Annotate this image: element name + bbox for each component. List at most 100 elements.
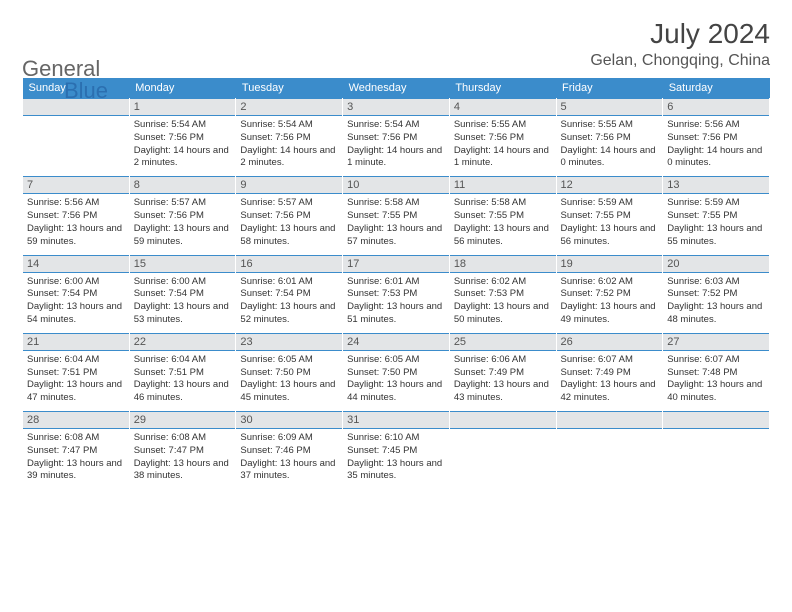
day-number: 11	[450, 176, 556, 194]
day-number: 8	[130, 176, 236, 194]
day-number	[663, 411, 769, 429]
calendar-cell: 18Sunrise: 6:02 AMSunset: 7:53 PMDayligh…	[449, 255, 556, 333]
month-title: July 2024	[590, 18, 770, 50]
day-number: 22	[130, 333, 236, 351]
day-number: 13	[663, 176, 769, 194]
calendar-cell	[23, 98, 130, 176]
day-number: 7	[23, 176, 129, 194]
day-number: 17	[343, 255, 449, 273]
calendar-cell: 8Sunrise: 5:57 AMSunset: 7:56 PMDaylight…	[129, 176, 236, 254]
day-number: 28	[23, 411, 129, 429]
day-number: 26	[557, 333, 663, 351]
calendar-cell: 23Sunrise: 6:05 AMSunset: 7:50 PMDayligh…	[236, 333, 343, 411]
day-details: Sunrise: 6:00 AMSunset: 7:54 PMDaylight:…	[23, 273, 129, 333]
day-number: 2	[236, 98, 342, 116]
calendar-cell: 12Sunrise: 5:59 AMSunset: 7:55 PMDayligh…	[556, 176, 663, 254]
day-number: 24	[343, 333, 449, 351]
calendar-cell: 22Sunrise: 6:04 AMSunset: 7:51 PMDayligh…	[129, 333, 236, 411]
day-details: Sunrise: 5:57 AMSunset: 7:56 PMDaylight:…	[236, 194, 342, 254]
day-number: 27	[663, 333, 769, 351]
calendar-cell: 31Sunrise: 6:10 AMSunset: 7:45 PMDayligh…	[343, 411, 450, 489]
calendar-cell: 11Sunrise: 5:58 AMSunset: 7:55 PMDayligh…	[449, 176, 556, 254]
calendar-cell: 1Sunrise: 5:54 AMSunset: 7:56 PMDaylight…	[129, 98, 236, 176]
weekday-header: Monday	[129, 78, 236, 98]
calendar-cell: 20Sunrise: 6:03 AMSunset: 7:52 PMDayligh…	[663, 255, 770, 333]
day-details: Sunrise: 6:03 AMSunset: 7:52 PMDaylight:…	[663, 273, 769, 333]
day-details: Sunrise: 6:09 AMSunset: 7:46 PMDaylight:…	[236, 429, 342, 489]
calendar-cell	[663, 411, 770, 489]
day-details: Sunrise: 5:57 AMSunset: 7:56 PMDaylight:…	[130, 194, 236, 254]
calendar-cell: 10Sunrise: 5:58 AMSunset: 7:55 PMDayligh…	[343, 176, 450, 254]
day-number: 12	[557, 176, 663, 194]
day-details: Sunrise: 5:56 AMSunset: 7:56 PMDaylight:…	[663, 116, 769, 176]
calendar-cell: 2Sunrise: 5:54 AMSunset: 7:56 PMDaylight…	[236, 98, 343, 176]
day-number: 30	[236, 411, 342, 429]
location: Gelan, Chongqing, China	[590, 52, 770, 70]
day-number: 14	[23, 255, 129, 273]
calendar-cell: 13Sunrise: 5:59 AMSunset: 7:55 PMDayligh…	[663, 176, 770, 254]
day-details: Sunrise: 5:59 AMSunset: 7:55 PMDaylight:…	[557, 194, 663, 254]
day-number: 16	[236, 255, 342, 273]
calendar-cell: 26Sunrise: 6:07 AMSunset: 7:49 PMDayligh…	[556, 333, 663, 411]
day-details: Sunrise: 6:07 AMSunset: 7:49 PMDaylight:…	[557, 351, 663, 411]
day-details: Sunrise: 6:06 AMSunset: 7:49 PMDaylight:…	[450, 351, 556, 411]
logo-w2: Blue	[64, 78, 108, 104]
day-details: Sunrise: 5:54 AMSunset: 7:56 PMDaylight:…	[236, 116, 342, 176]
day-details: Sunrise: 5:58 AMSunset: 7:55 PMDaylight:…	[450, 194, 556, 254]
calendar-cell: 15Sunrise: 6:00 AMSunset: 7:54 PMDayligh…	[129, 255, 236, 333]
weekday-header: Thursday	[449, 78, 556, 98]
weekday-header: Saturday	[663, 78, 770, 98]
weekday-header: Friday	[556, 78, 663, 98]
day-number: 23	[236, 333, 342, 351]
day-number: 18	[450, 255, 556, 273]
calendar-cell: 28Sunrise: 6:08 AMSunset: 7:47 PMDayligh…	[23, 411, 130, 489]
calendar-cell: 4Sunrise: 5:55 AMSunset: 7:56 PMDaylight…	[449, 98, 556, 176]
calendar-cell: 29Sunrise: 6:08 AMSunset: 7:47 PMDayligh…	[129, 411, 236, 489]
calendar-cell: 24Sunrise: 6:05 AMSunset: 7:50 PMDayligh…	[343, 333, 450, 411]
day-number: 1	[130, 98, 236, 116]
day-details: Sunrise: 5:54 AMSunset: 7:56 PMDaylight:…	[130, 116, 236, 176]
day-details: Sunrise: 5:58 AMSunset: 7:55 PMDaylight:…	[343, 194, 449, 254]
day-details: Sunrise: 6:08 AMSunset: 7:47 PMDaylight:…	[23, 429, 129, 489]
day-number: 15	[130, 255, 236, 273]
calendar-cell	[556, 411, 663, 489]
day-number: 25	[450, 333, 556, 351]
day-number: 31	[343, 411, 449, 429]
day-number: 4	[450, 98, 556, 116]
day-details: Sunrise: 5:55 AMSunset: 7:56 PMDaylight:…	[557, 116, 663, 176]
day-details	[557, 429, 663, 487]
day-number: 5	[557, 98, 663, 116]
calendar-cell: 30Sunrise: 6:09 AMSunset: 7:46 PMDayligh…	[236, 411, 343, 489]
day-details: Sunrise: 6:05 AMSunset: 7:50 PMDaylight:…	[343, 351, 449, 411]
day-number: 21	[23, 333, 129, 351]
day-number: 19	[557, 255, 663, 273]
day-details	[23, 116, 129, 174]
header: General July 2024 Gelan, Chongqing, Chin…	[22, 18, 770, 70]
calendar-cell: 6Sunrise: 5:56 AMSunset: 7:56 PMDaylight…	[663, 98, 770, 176]
day-number: 20	[663, 255, 769, 273]
day-details: Sunrise: 5:54 AMSunset: 7:56 PMDaylight:…	[343, 116, 449, 176]
day-details: Sunrise: 6:10 AMSunset: 7:45 PMDaylight:…	[343, 429, 449, 489]
day-number: 29	[130, 411, 236, 429]
day-details: Sunrise: 6:04 AMSunset: 7:51 PMDaylight:…	[130, 351, 236, 411]
calendar-cell: 25Sunrise: 6:06 AMSunset: 7:49 PMDayligh…	[449, 333, 556, 411]
day-number: 6	[663, 98, 769, 116]
calendar-cell: 3Sunrise: 5:54 AMSunset: 7:56 PMDaylight…	[343, 98, 450, 176]
calendar-table: SundayMondayTuesdayWednesdayThursdayFrid…	[22, 78, 770, 489]
day-details	[663, 429, 769, 487]
day-details: Sunrise: 5:56 AMSunset: 7:56 PMDaylight:…	[23, 194, 129, 254]
weekday-header: Wednesday	[343, 78, 450, 98]
day-number: 3	[343, 98, 449, 116]
day-details: Sunrise: 6:02 AMSunset: 7:52 PMDaylight:…	[557, 273, 663, 333]
day-details	[450, 429, 556, 487]
calendar-cell: 7Sunrise: 5:56 AMSunset: 7:56 PMDaylight…	[23, 176, 130, 254]
calendar-cell: 16Sunrise: 6:01 AMSunset: 7:54 PMDayligh…	[236, 255, 343, 333]
day-details: Sunrise: 6:02 AMSunset: 7:53 PMDaylight:…	[450, 273, 556, 333]
calendar-cell: 27Sunrise: 6:07 AMSunset: 7:48 PMDayligh…	[663, 333, 770, 411]
day-number	[557, 411, 663, 429]
day-details: Sunrise: 5:59 AMSunset: 7:55 PMDaylight:…	[663, 194, 769, 254]
calendar-cell: 14Sunrise: 6:00 AMSunset: 7:54 PMDayligh…	[23, 255, 130, 333]
weekday-header: Tuesday	[236, 78, 343, 98]
calendar-cell: 5Sunrise: 5:55 AMSunset: 7:56 PMDaylight…	[556, 98, 663, 176]
day-details: Sunrise: 6:01 AMSunset: 7:54 PMDaylight:…	[236, 273, 342, 333]
